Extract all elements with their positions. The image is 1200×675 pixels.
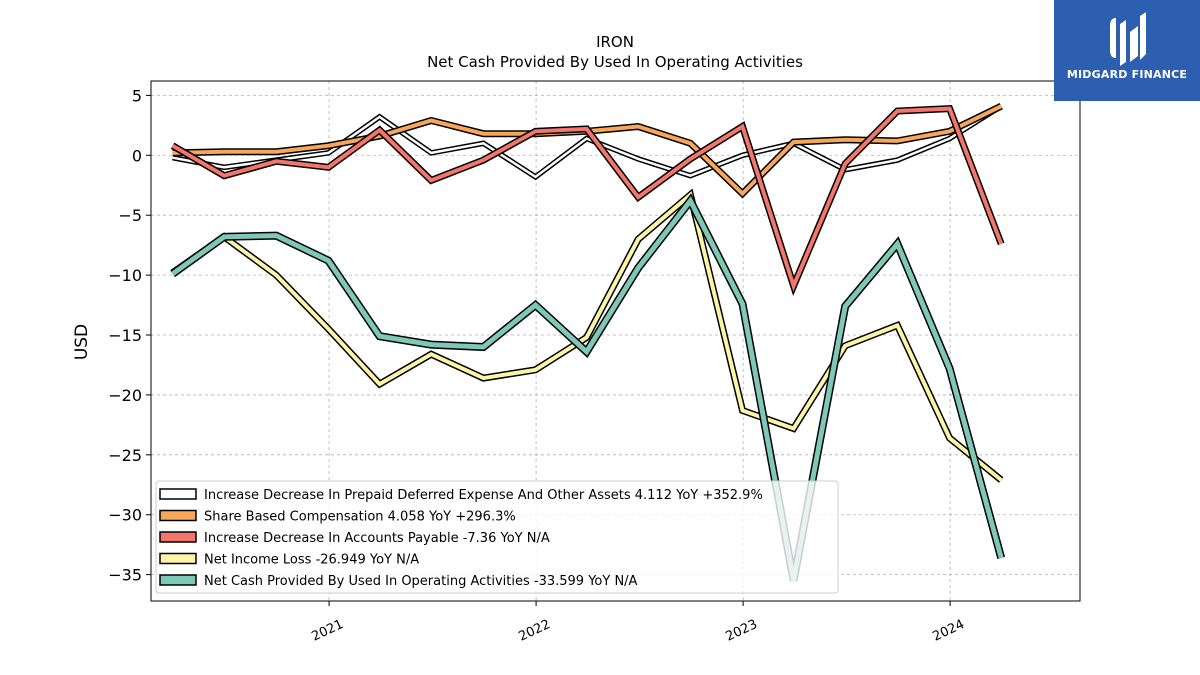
series-4 — [170, 188, 1004, 483]
x-tick-label: 2021 — [309, 617, 345, 645]
series-lines — [170, 103, 1006, 582]
y-tick-label: −10 — [108, 266, 142, 285]
y-tick-label: 5 — [132, 86, 142, 105]
y-tick-label: 0 — [132, 146, 142, 165]
legend-item: Increase Decrease In Accounts Payable -7… — [159, 531, 550, 546]
x-tick-label: 2024 — [930, 617, 966, 645]
x-tick-label: 2022 — [516, 617, 552, 645]
y-tick-label: −30 — [108, 506, 142, 525]
y-tick-label: −35 — [108, 566, 142, 585]
legend-label: Increase Decrease In Prepaid Deferred Ex… — [204, 488, 763, 503]
legend-swatch — [159, 574, 197, 586]
legend-label: Increase Decrease In Accounts Payable -7… — [204, 531, 550, 546]
x-tick-label: 2023 — [723, 617, 759, 645]
legend-swatch — [159, 488, 197, 500]
series-outline — [170, 104, 1005, 296]
series-line — [171, 191, 1003, 482]
series-line — [172, 105, 1002, 179]
legend: Increase Decrease In Prepaid Deferred Ex… — [155, 480, 839, 594]
legend-swatch — [159, 531, 197, 543]
legend-box — [155, 480, 839, 594]
legend-swatch — [159, 552, 197, 565]
legend-item: Net Cash Provided By Used In Operating A… — [159, 574, 638, 589]
y-axis-label: USD — [72, 324, 92, 360]
y-tick-label: −20 — [108, 386, 142, 405]
y-tick-label: −25 — [108, 446, 142, 465]
legend-swatch — [159, 509, 197, 522]
chart-title: IRON — [596, 33, 634, 51]
legend-item: Net Income Loss -26.949 YoY N/A — [159, 552, 419, 568]
y-tick-label: −15 — [108, 326, 142, 345]
series-line — [171, 106, 1004, 292]
series-1 — [172, 103, 1003, 181]
legend-label: Net Cash Provided By Used In Operating A… — [204, 574, 638, 589]
series-line — [171, 196, 1004, 582]
midgard-logo-icon — [1110, 12, 1146, 66]
legend-label: Share Based Compensation 4.058 YoY +296.… — [204, 510, 516, 525]
logo-text: MIDGARD FINANCE — [1066, 68, 1188, 81]
brand-logo: MIDGARD FINANCE — [1054, 0, 1200, 101]
y-axis: 5 0 −5 −10 −15 −20 −25 −30 −35 — [108, 86, 151, 585]
chart-subtitle: Net Cash Provided By Used In Operating A… — [427, 53, 803, 71]
series-5 — [170, 193, 1006, 582]
plot-frame — [150, 80, 1081, 602]
x-axis: 2021 2022 2023 2024 — [309, 601, 967, 645]
legend-item: Increase Decrease In Prepaid Deferred Ex… — [159, 488, 763, 503]
legend-label: Net Income Loss -26.949 YoY N/A — [204, 553, 419, 568]
y-tick-label: −5 — [118, 206, 142, 225]
series-3 — [170, 104, 1005, 296]
series-line — [172, 104, 1003, 197]
legend-item: Share Based Compensation 4.058 YoY +296.… — [159, 509, 516, 525]
series-2 — [172, 103, 1003, 199]
